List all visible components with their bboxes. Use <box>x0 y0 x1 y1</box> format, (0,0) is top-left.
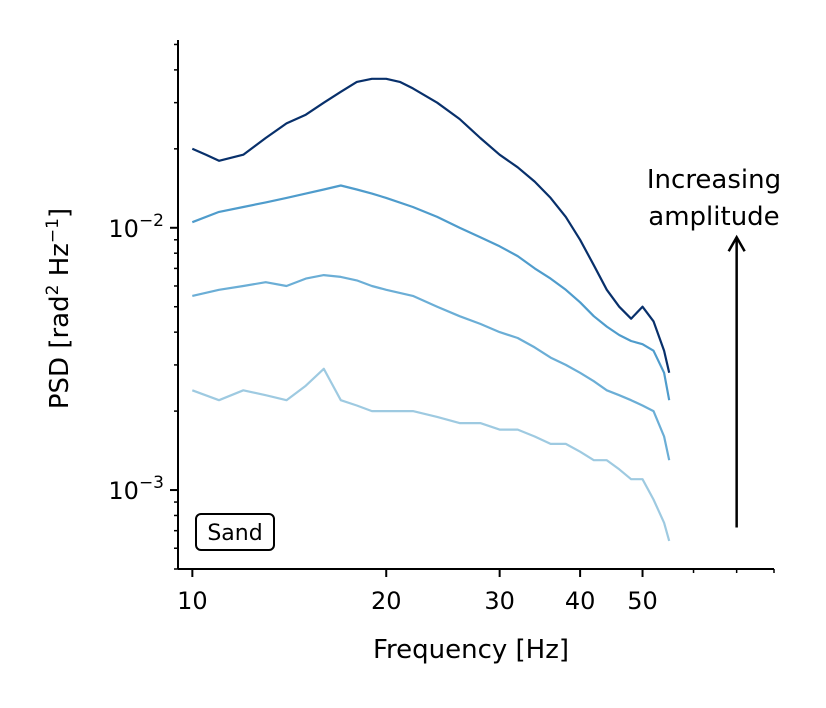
inset-badge: Sand <box>195 513 275 551</box>
inset-badge-frame <box>195 513 275 551</box>
x-tick-label: 10 <box>177 587 208 615</box>
x-tick-label: 20 <box>371 587 402 615</box>
x-tick-label: 40 <box>565 587 596 615</box>
series-layer <box>191 77 671 542</box>
x-axis-label: Frequency [Hz] <box>373 635 569 665</box>
series-line-2 <box>192 274 671 461</box>
y-tick-label: 10−2 <box>108 211 164 243</box>
arrow-head <box>727 234 746 252</box>
axes: 10 20 30 40 50 10−3 10−2 Frequency [Hz] PSD [rad… <box>43 40 775 665</box>
series-line-3 <box>191 184 671 401</box>
annotation-line-1: Increasing <box>647 165 781 195</box>
y-axis-label: PSD [rad2 Hz−1] <box>43 208 75 409</box>
x-tick-label: 30 <box>484 587 515 615</box>
y-tick-label: 10−3 <box>108 473 164 505</box>
inset-badge-label: Sand <box>207 521 262 546</box>
annotations: Increasing amplitude Sand <box>195 165 781 551</box>
increasing-arrow <box>727 234 746 528</box>
series-line-4 <box>191 77 671 374</box>
x-tick-label: 50 <box>627 587 658 615</box>
series-line-1 <box>191 367 671 542</box>
annotation-line-2: amplitude <box>648 202 779 232</box>
